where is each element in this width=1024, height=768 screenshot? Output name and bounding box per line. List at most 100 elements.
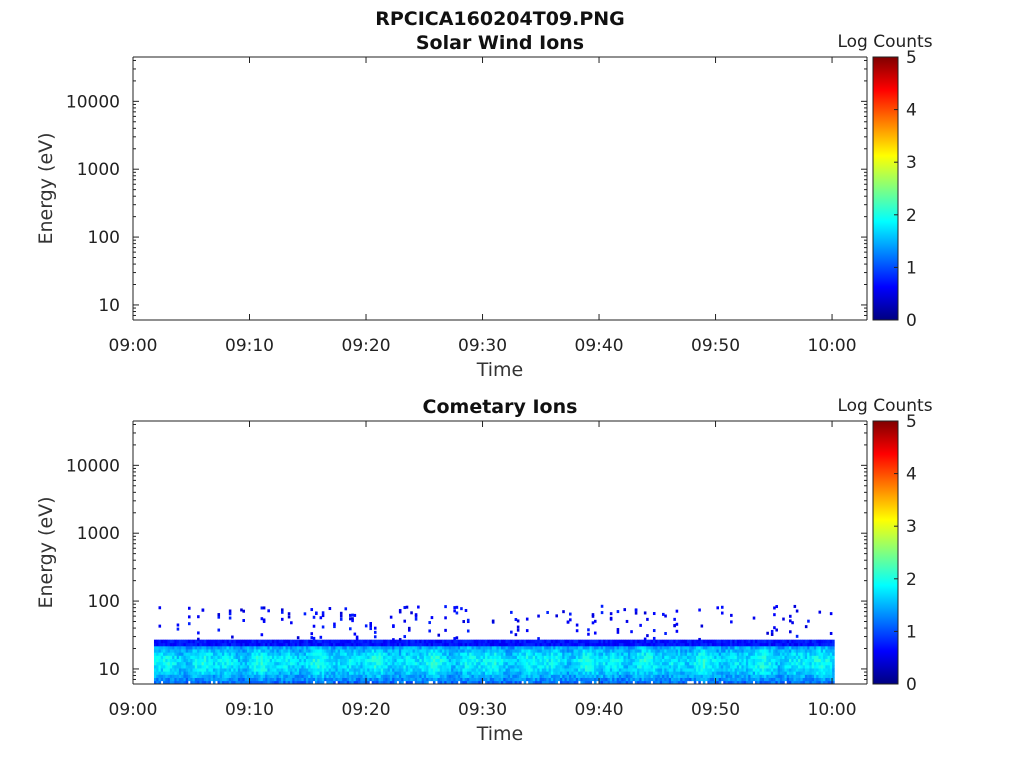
spectrogram-cell (761, 680, 765, 684)
spectrogram-cell (167, 668, 171, 672)
spectrogram-cell (432, 668, 436, 672)
spectrogram-cell (344, 671, 348, 675)
spectrogram-cell (215, 655, 218, 659)
spectrogram-cell (539, 680, 543, 684)
spectrogram-cell (711, 658, 715, 663)
spectrogram-cell (351, 661, 354, 666)
spectrogram-cell (541, 658, 545, 663)
spectrogram-cell (582, 665, 586, 669)
spectrogram-cell (696, 674, 699, 678)
spectrogram-cell (319, 661, 323, 666)
spectrogram-cell (580, 677, 583, 682)
spectrogram-cell (163, 661, 166, 666)
spectrogram-cell (466, 649, 470, 653)
spectrogram-cell (705, 652, 708, 656)
spectrogram-cell (315, 649, 318, 653)
spectrogram-cell (201, 665, 205, 669)
spectrogram-cell (782, 677, 785, 682)
spectrogram-cell (625, 677, 629, 682)
spectrogram-cell (153, 680, 157, 684)
spectrogram-cell (326, 671, 329, 675)
spectrogram-cell (339, 668, 343, 672)
spectrogram-cell (410, 668, 413, 672)
spectrogram-cell (237, 674, 241, 678)
spectrogram-cell (691, 661, 695, 666)
spectrogram-cell (312, 658, 316, 663)
spectrogram-cell (739, 680, 742, 684)
spectrogram-cell (358, 652, 361, 656)
spectrogram-cell (768, 665, 772, 669)
spectrogram-cell (258, 677, 261, 682)
spectrogram-cell (827, 677, 831, 682)
spectrogram-cell (265, 652, 268, 656)
x-tick-label: 09:50 (691, 700, 740, 720)
spectrogram-cell (637, 642, 640, 647)
spectrogram-cell (260, 671, 264, 675)
spectrogram-cell (178, 671, 182, 675)
spectrogram-cell (616, 610, 620, 614)
spectrogram-cell (550, 646, 554, 650)
spectrogram-cell (671, 639, 674, 644)
spectrogram-cell (621, 677, 624, 682)
spectrogram-cell (605, 671, 608, 675)
spectrogram-cell (757, 642, 760, 647)
spectrogram-cell (267, 642, 270, 647)
spectrogram-cell (789, 649, 792, 653)
spectrogram-cell (598, 642, 602, 647)
spectrogram-cell (453, 665, 456, 669)
spectrogram-cell (673, 652, 676, 656)
spectrogram-cell (167, 652, 171, 656)
spectrogram-cell (371, 665, 375, 669)
spectrogram-cell (299, 652, 302, 656)
spectrogram-cell (632, 674, 636, 678)
spectrogram-cell (269, 671, 273, 675)
spectrogram-cell (167, 642, 171, 647)
spectrogram-cell (165, 668, 168, 672)
spectrogram-cell (646, 652, 649, 656)
spectrogram-cell (798, 680, 801, 684)
spectrogram-cell (369, 649, 372, 653)
spectrogram-cell (507, 665, 511, 669)
spectrogram-cell (471, 658, 475, 663)
spectrogram-cell (233, 652, 236, 656)
spectrogram-cell (682, 658, 685, 663)
spectrogram-cell (430, 652, 434, 656)
spectrogram-cell (401, 668, 404, 672)
spectrogram-cell (544, 642, 547, 647)
spectrogram-cell (260, 642, 264, 647)
spectrogram-cell (700, 639, 704, 644)
spectrogram-cell (240, 646, 243, 650)
spectrogram-cell (460, 661, 463, 666)
spectrogram-cell (253, 671, 257, 675)
spectrogram-cell (435, 661, 438, 666)
spectrogram-cell (197, 652, 200, 656)
spectrogram-cell (489, 677, 493, 682)
spectrogram-cell (178, 652, 182, 656)
spectrogram-cell (285, 649, 289, 653)
spectrogram-cell (437, 674, 441, 678)
spectrogram-cell (634, 658, 638, 663)
spectrogram-cell (809, 677, 812, 682)
spectrogram-cell (299, 646, 302, 650)
spectrogram-cell (696, 661, 699, 666)
spectrogram-cell (210, 661, 214, 666)
spectrogram-cell (734, 649, 738, 653)
spectrogram-cell (417, 649, 420, 653)
spectrogram-cell (392, 649, 395, 653)
spectrogram-cell (727, 665, 731, 669)
spectrogram-cell (398, 674, 402, 678)
spectrogram-cell (383, 674, 386, 678)
spectrogram-cell (589, 671, 592, 675)
spectrogram-cell (267, 665, 270, 669)
spectrogram-cell (498, 665, 502, 669)
spectrogram-cell (825, 649, 828, 653)
spectrogram-cell (777, 661, 781, 666)
spectrogram-cell (446, 642, 450, 647)
spectrogram-cell (559, 639, 563, 644)
spectrogram-cell (256, 642, 259, 647)
spectrogram-cell (795, 671, 799, 675)
spectrogram-cell (351, 655, 354, 659)
spectrogram-cell (339, 642, 343, 647)
spectrogram-cell (537, 652, 540, 656)
spectrogram-cell (564, 668, 568, 672)
